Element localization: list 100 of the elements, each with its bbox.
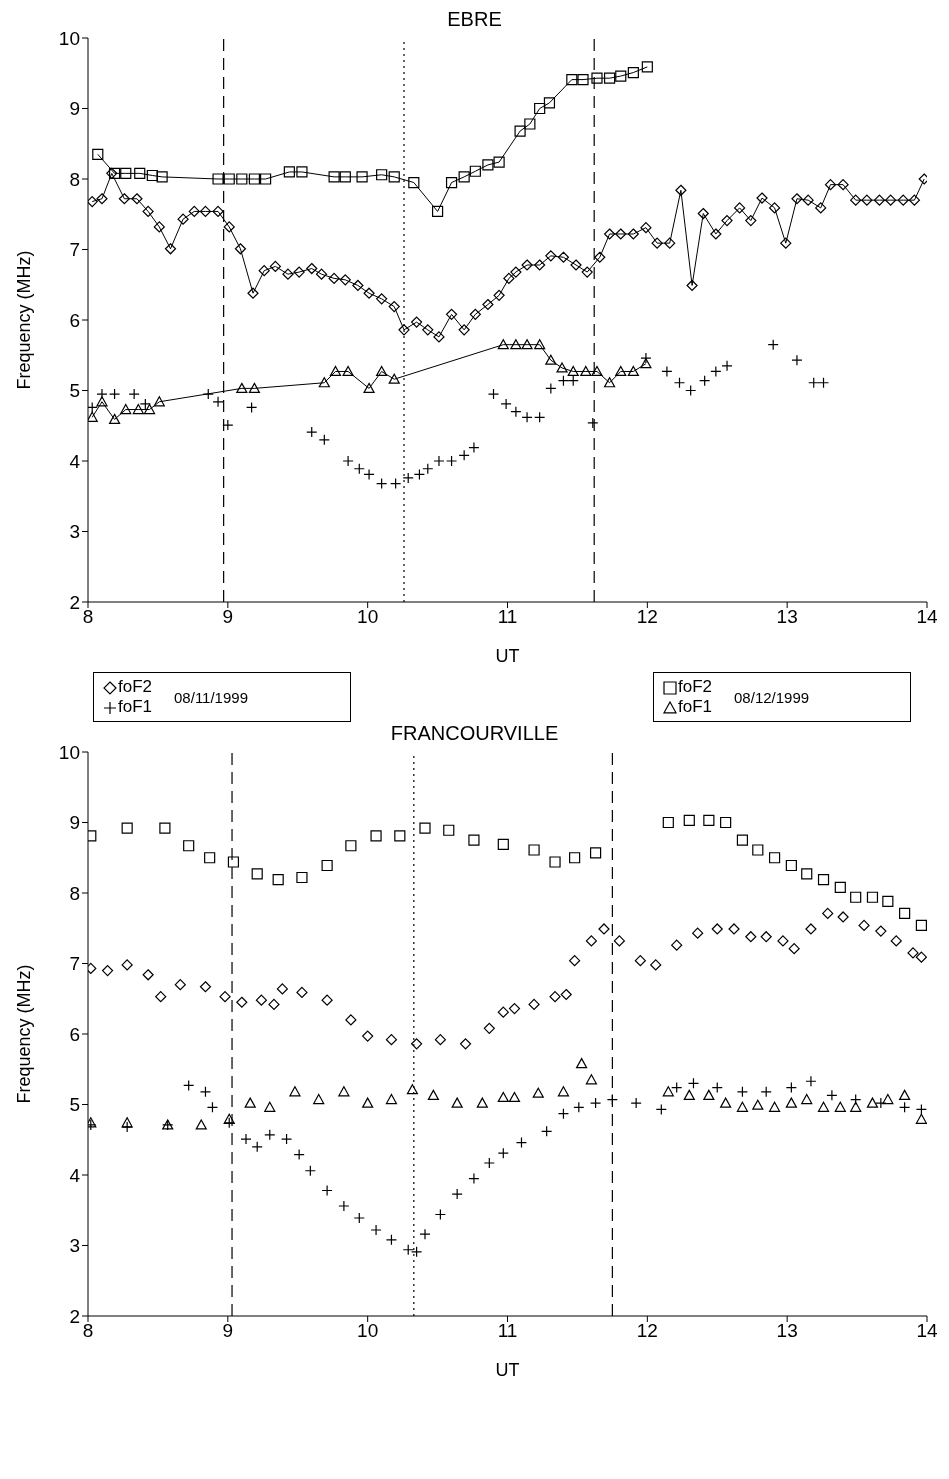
- point: [289, 1086, 301, 1097]
- point: [703, 1089, 715, 1100]
- point: [385, 1093, 398, 1105]
- point: [385, 1034, 398, 1046]
- point: [272, 874, 284, 886]
- point: [329, 365, 342, 377]
- x-tick-label: 14: [916, 1320, 938, 1342]
- y-tick-label: 3: [69, 1235, 80, 1257]
- point: [142, 969, 154, 981]
- point: [591, 72, 603, 84]
- point: [244, 1097, 256, 1108]
- point: [720, 1097, 732, 1108]
- point: [419, 822, 431, 834]
- point: [497, 339, 509, 350]
- point: [482, 159, 494, 171]
- y-tick-label: 8: [69, 882, 80, 904]
- x-tick-label: 10: [357, 1320, 379, 1342]
- point: [882, 895, 894, 908]
- x-tick-label: 12: [636, 1320, 658, 1342]
- y-tick-label: 3: [69, 521, 80, 543]
- point: [174, 979, 186, 991]
- point: [406, 1084, 419, 1095]
- point: [510, 339, 522, 350]
- point: [858, 919, 870, 932]
- point: [615, 365, 627, 377]
- point: [569, 955, 581, 967]
- point: [236, 382, 248, 393]
- x-tick-label: 9: [222, 606, 234, 628]
- x-tick-label: 13: [776, 606, 798, 628]
- point: [219, 991, 231, 1003]
- point: [576, 1058, 588, 1069]
- point: [580, 365, 592, 377]
- point: [132, 403, 144, 415]
- point: [468, 834, 480, 846]
- point: [508, 1091, 521, 1103]
- point: [528, 998, 540, 1010]
- point: [627, 66, 639, 79]
- point: [159, 822, 171, 834]
- point: [801, 868, 813, 880]
- point: [199, 981, 212, 993]
- chart-title: FRANCOURVILLE: [390, 722, 559, 744]
- point: [497, 1006, 509, 1018]
- point: [156, 171, 168, 183]
- point: [549, 991, 561, 1003]
- point: [212, 173, 224, 185]
- point: [728, 923, 740, 935]
- point: [497, 838, 509, 850]
- point: [514, 125, 526, 137]
- point: [650, 959, 662, 971]
- legend-label: foF2: [118, 677, 153, 696]
- point: [882, 1093, 894, 1105]
- point: [443, 824, 455, 836]
- point: [476, 1097, 488, 1108]
- point: [603, 377, 616, 388]
- point: [376, 169, 388, 181]
- point: [388, 171, 400, 183]
- point: [411, 1038, 423, 1050]
- x-tick-label: 13: [776, 1320, 798, 1342]
- point: [817, 1101, 830, 1112]
- point: [634, 955, 646, 967]
- point: [524, 118, 536, 130]
- point: [683, 1089, 695, 1100]
- point: [108, 413, 121, 425]
- x-tick-label: 12: [636, 606, 658, 628]
- point: [866, 891, 879, 903]
- point: [641, 61, 653, 73]
- point: [370, 830, 382, 842]
- point: [557, 1086, 570, 1097]
- point: [134, 167, 146, 179]
- point: [613, 935, 625, 947]
- point: [451, 1097, 463, 1108]
- y-tick-label: 7: [69, 239, 80, 261]
- point: [875, 925, 887, 937]
- point: [204, 852, 216, 864]
- point: [408, 176, 420, 189]
- legend-label: foF1: [118, 697, 153, 716]
- point: [251, 868, 263, 880]
- point: [745, 931, 757, 943]
- point: [720, 816, 732, 829]
- point: [363, 382, 375, 393]
- point: [532, 1087, 544, 1098]
- point: [834, 881, 846, 893]
- point: [907, 947, 919, 959]
- point: [768, 1101, 781, 1112]
- point: [577, 73, 589, 86]
- x-axis-title: UT: [495, 646, 520, 666]
- point: [671, 939, 683, 951]
- point: [120, 403, 132, 415]
- point: [155, 991, 167, 1003]
- point: [459, 1038, 472, 1050]
- point: [296, 166, 308, 178]
- point: [493, 156, 505, 168]
- point: [223, 173, 235, 185]
- legend-label: foF1: [678, 697, 713, 716]
- point: [703, 814, 715, 826]
- point: [603, 72, 616, 84]
- point: [431, 205, 444, 218]
- x-tick-label: 14: [916, 606, 938, 628]
- point: [850, 1101, 862, 1112]
- point: [899, 907, 911, 920]
